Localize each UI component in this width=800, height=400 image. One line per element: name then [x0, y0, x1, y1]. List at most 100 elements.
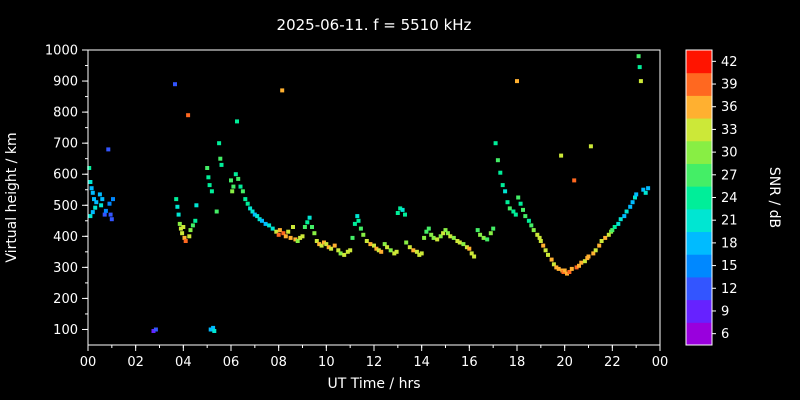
y-tick-label: 500 — [53, 199, 78, 214]
plot-area: 00 02 04 06 08 10 12 14 16 18 20 22 00 100 200 300 400 50… — [45, 44, 668, 371]
data-point — [345, 249, 350, 254]
data-point — [274, 229, 279, 234]
data-point — [441, 231, 446, 236]
data-point — [643, 190, 648, 195]
data-point — [467, 246, 472, 251]
data-point — [106, 147, 111, 152]
data-point — [277, 228, 282, 233]
colorbar-band — [686, 72, 712, 96]
data-point — [100, 197, 105, 202]
data-point — [591, 251, 596, 256]
x-tick-label: 10 — [318, 355, 335, 370]
data-point — [438, 234, 443, 239]
x-tick-label: 04 — [175, 355, 192, 370]
data-point — [569, 266, 574, 271]
data-point — [298, 235, 303, 240]
data-point — [229, 178, 233, 183]
data-point — [556, 266, 561, 271]
data-point — [361, 232, 366, 237]
x-tick-label: 06 — [223, 355, 240, 370]
data-point — [88, 214, 93, 219]
data-point — [356, 218, 361, 223]
data-point — [257, 217, 262, 222]
data-point — [588, 144, 593, 149]
y-tick-label: 1000 — [45, 44, 78, 59]
data-point — [488, 231, 493, 236]
data-point — [638, 79, 643, 84]
data-point — [314, 239, 319, 243]
x-tick-label: 02 — [127, 355, 144, 370]
data-point — [403, 212, 407, 217]
plot-border — [87, 49, 661, 346]
data-point — [457, 240, 462, 245]
data-point — [414, 249, 419, 254]
data-point — [342, 252, 347, 257]
data-point — [329, 246, 334, 251]
data-point — [478, 232, 483, 237]
data-point — [230, 189, 235, 194]
data-point — [260, 218, 264, 223]
data-point — [603, 235, 608, 240]
data-point — [516, 195, 521, 200]
colorbar-band — [686, 50, 712, 74]
colorbar-tick-label: 39 — [721, 78, 738, 93]
data-point — [582, 259, 587, 264]
data-point — [250, 209, 255, 214]
data-point — [411, 248, 416, 253]
data-point — [518, 201, 523, 206]
x-axis-label: UT Time / hrs — [327, 376, 420, 392]
data-point — [372, 243, 376, 248]
data-point — [618, 217, 623, 222]
x-tick-label: 00 — [652, 355, 669, 370]
y-tick-label: 800 — [53, 106, 78, 121]
data-point — [352, 221, 357, 226]
data-point — [240, 189, 245, 194]
data-point — [212, 329, 217, 333]
data-point — [235, 119, 239, 124]
colorbar-band — [686, 276, 712, 301]
x-tick-label: 08 — [270, 355, 287, 370]
y-tick-label: 400 — [53, 230, 78, 245]
data-point — [348, 248, 353, 253]
data-point — [511, 209, 516, 214]
data-point — [481, 235, 486, 240]
data-point — [358, 226, 363, 231]
data-point — [551, 262, 556, 267]
data-point — [177, 221, 182, 226]
data-point — [207, 183, 212, 188]
data-point — [374, 246, 379, 251]
data-point — [443, 228, 448, 233]
data-point — [302, 225, 307, 229]
data-point — [208, 327, 213, 332]
data-point — [622, 214, 627, 219]
data-point — [461, 242, 466, 247]
data-point — [637, 65, 642, 70]
data-point — [624, 209, 629, 214]
data-point — [209, 189, 214, 194]
data-point — [417, 252, 422, 257]
data-point — [255, 214, 260, 219]
data-point — [515, 79, 519, 84]
data-point — [288, 235, 293, 240]
data-point — [175, 204, 180, 209]
x-tick-label: 16 — [461, 355, 478, 370]
data-point — [312, 231, 317, 236]
colorbar-band — [686, 299, 712, 323]
colorbar-tick-label: 21 — [721, 214, 738, 229]
data-point — [248, 206, 253, 211]
data-point — [448, 234, 453, 239]
data-point — [513, 212, 518, 217]
data-point — [636, 54, 641, 59]
data-point — [572, 178, 577, 183]
data-point — [245, 201, 250, 206]
data-point — [103, 208, 108, 213]
colorbar-tick-label: 42 — [721, 55, 738, 70]
colorbar-tick-label: 27 — [721, 168, 738, 183]
data-point — [193, 218, 198, 223]
data-point — [431, 235, 436, 240]
x-tick-label: 22 — [604, 355, 621, 370]
data-point — [491, 226, 496, 231]
data-point — [507, 206, 512, 211]
data-point — [107, 201, 112, 206]
data-point — [307, 215, 312, 220]
